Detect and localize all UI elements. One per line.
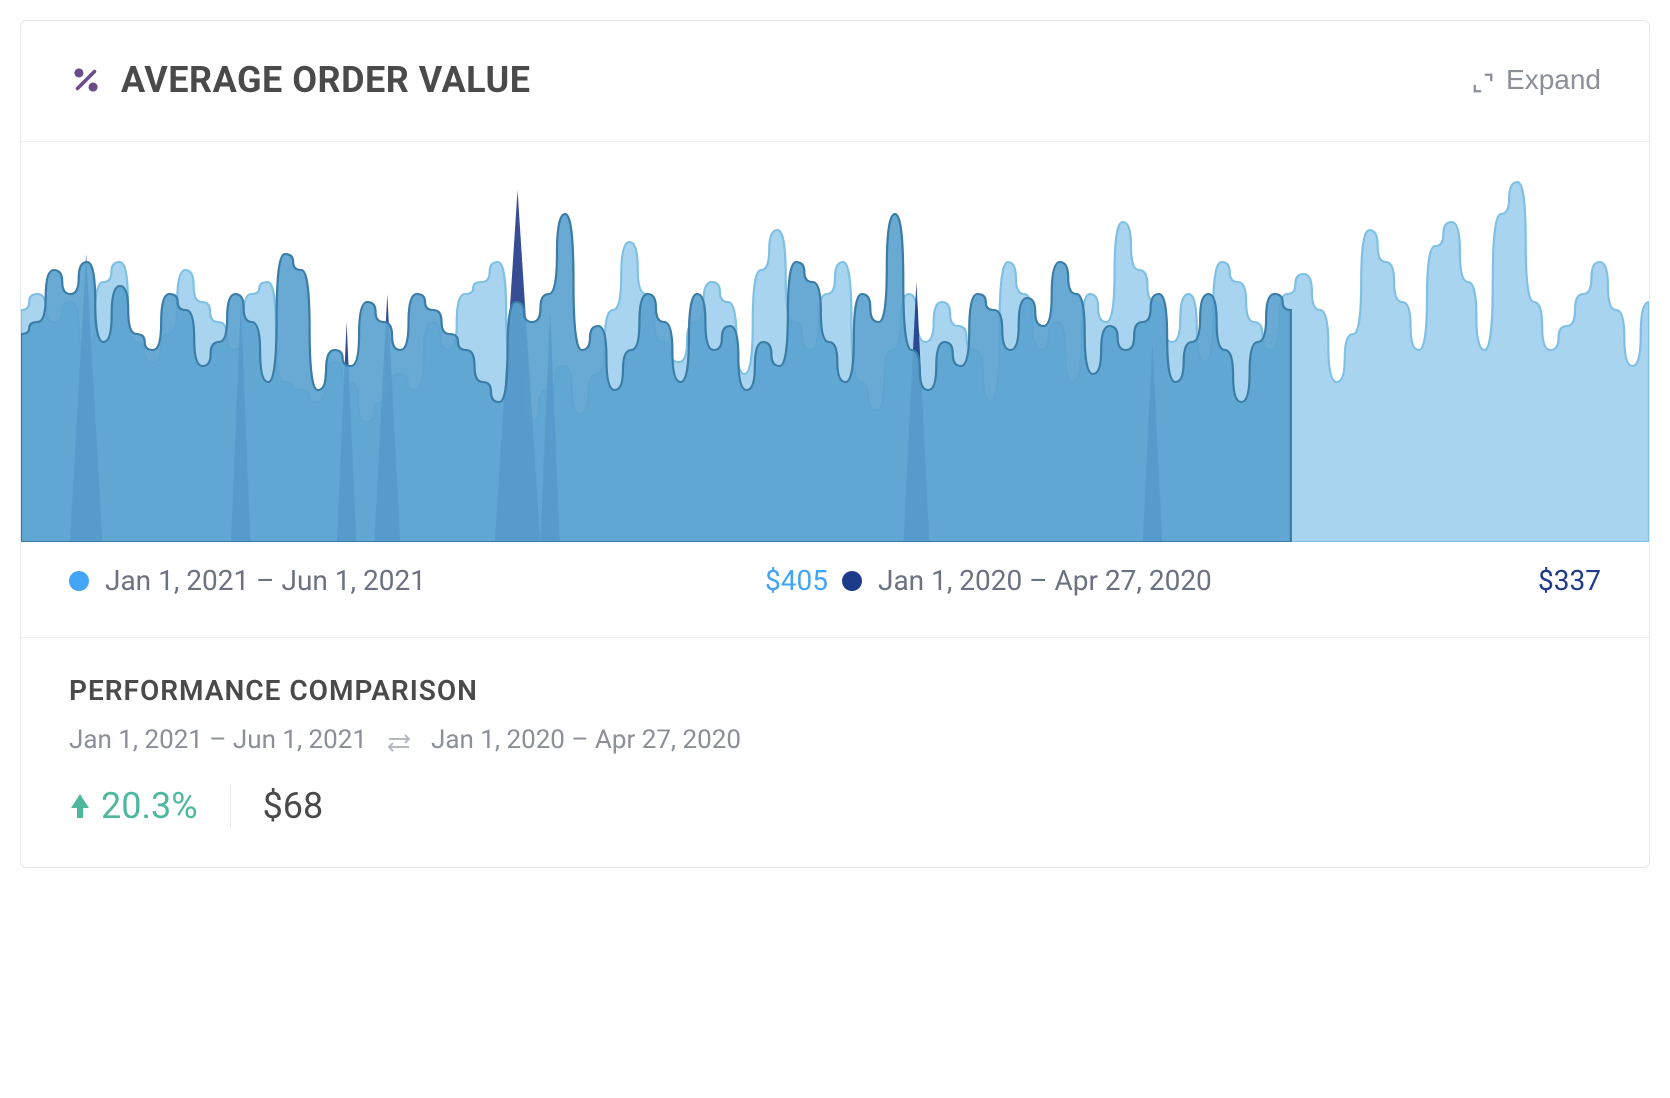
perf-range-b: Jan 1, 2020 – Apr 27, 2020 <box>431 725 741 755</box>
legend-label-prev: Jan 1, 2020 – Apr 27, 2020 <box>878 564 1212 597</box>
perf-range-a: Jan 1, 2021 – Jun 1, 2021 <box>69 725 367 755</box>
expand-icon <box>1472 69 1494 91</box>
swap-icon <box>385 730 413 750</box>
performance-metrics: 20.3% $68 <box>69 785 1601 827</box>
title-group: AVERAGE ORDER VALUE <box>69 59 531 101</box>
legend-value-current: $405 <box>765 564 828 597</box>
percent-icon <box>69 63 103 97</box>
legend-dot-prev <box>842 571 862 591</box>
area-chart <box>21 142 1649 542</box>
legend-label-current: Jan 1, 2021 – Jun 1, 2021 <box>105 564 426 597</box>
card-title: AVERAGE ORDER VALUE <box>121 59 531 101</box>
legend-item-prev: Jan 1, 2020 – Apr 27, 2020 $337 <box>842 564 1601 597</box>
legend-row: Jan 1, 2021 – Jun 1, 2021 $405 Jan 1, 20… <box>21 542 1649 637</box>
diff-value: $68 <box>263 785 324 827</box>
pct-change-value: 20.3% <box>101 785 198 827</box>
performance-title: PERFORMANCE COMPARISON <box>69 674 1601 707</box>
expand-label: Expand <box>1506 64 1601 96</box>
performance-section: PERFORMANCE COMPARISON Jan 1, 2021 – Jun… <box>21 638 1649 867</box>
legend-item-current: Jan 1, 2021 – Jun 1, 2021 $405 <box>69 564 828 597</box>
aov-card: AVERAGE ORDER VALUE Expand Jan 1, 2021 –… <box>20 20 1650 868</box>
chart-container <box>21 142 1649 542</box>
card-header: AVERAGE ORDER VALUE Expand <box>21 21 1649 141</box>
expand-button[interactable]: Expand <box>1472 64 1601 96</box>
arrow-up-icon <box>69 792 91 820</box>
legend-dot-current <box>69 571 89 591</box>
legend-value-prev: $337 <box>1538 564 1601 597</box>
pct-change-group: 20.3% <box>69 785 231 827</box>
performance-dates: Jan 1, 2021 – Jun 1, 2021 Jan 1, 2020 – … <box>69 725 1601 755</box>
